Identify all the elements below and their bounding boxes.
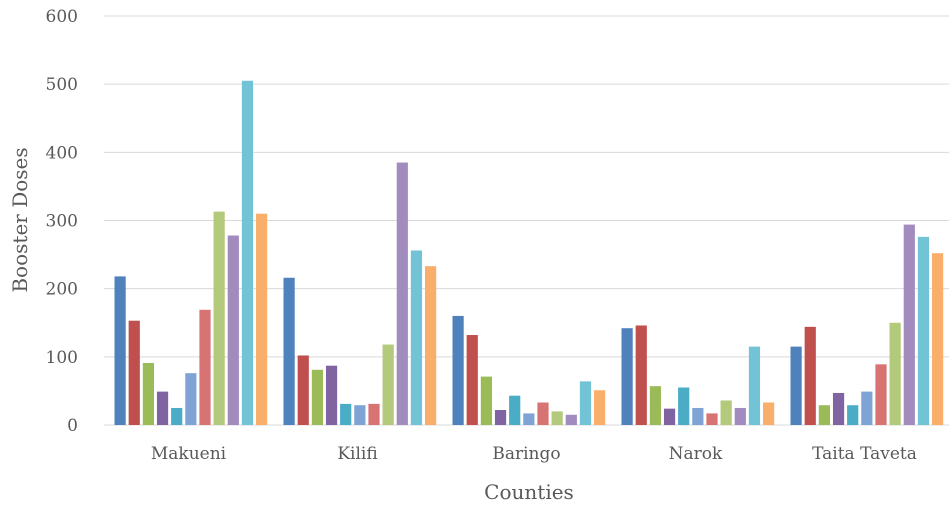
bar	[734, 407, 746, 425]
x-axis-categories: Makueni Kilifi Baringo Narok Taita Taveta	[151, 444, 917, 464]
bar	[354, 405, 366, 425]
y-axis-ticks: 0 100 200 300 400 500 600	[46, 7, 78, 436]
bar	[256, 213, 268, 425]
bar	[494, 410, 507, 425]
bar	[452, 315, 464, 425]
bar	[156, 391, 169, 425]
bar	[466, 335, 478, 425]
bar	[311, 369, 323, 425]
bars	[114, 80, 944, 425]
bar	[171, 407, 183, 425]
bar	[649, 386, 661, 425]
bar	[903, 224, 915, 425]
y-tick-label: 500	[46, 75, 78, 95]
bar	[889, 322, 901, 425]
bar	[551, 411, 563, 425]
bar	[565, 414, 577, 425]
bar	[594, 390, 606, 425]
bar	[932, 253, 944, 425]
y-axis-title: Booster Doses	[8, 147, 32, 292]
bar	[875, 364, 887, 425]
bar	[283, 277, 295, 425]
y-tick-label: 0	[67, 416, 78, 436]
bar	[663, 408, 676, 425]
bar	[748, 346, 761, 425]
bar	[368, 403, 380, 425]
bar	[763, 402, 775, 425]
bar	[579, 381, 592, 425]
y-tick-label: 600	[46, 7, 78, 27]
bar	[804, 326, 816, 425]
bar	[410, 250, 423, 425]
x-axis-title: Counties	[484, 480, 574, 504]
bar	[790, 346, 802, 425]
x-category-label: Taita Taveta	[812, 444, 917, 464]
bar	[537, 402, 549, 425]
bar	[692, 407, 704, 425]
bar	[213, 211, 225, 425]
y-tick-label: 300	[46, 212, 78, 232]
y-tick-label: 100	[46, 348, 78, 368]
bar	[706, 413, 718, 425]
x-category-label: Makueni	[151, 444, 227, 464]
bar	[621, 328, 633, 425]
bar	[678, 387, 690, 425]
x-category-label: Kilifi	[337, 444, 377, 464]
bar	[720, 400, 732, 425]
bar	[142, 362, 154, 425]
bar	[861, 391, 873, 425]
y-tick-label: 400	[46, 143, 78, 163]
bar	[199, 309, 211, 425]
bar	[917, 236, 930, 425]
bar	[523, 413, 535, 425]
bar	[128, 320, 140, 425]
bar	[382, 344, 394, 425]
bar	[114, 276, 126, 425]
bar	[396, 162, 408, 425]
bar	[635, 325, 647, 425]
bar	[425, 266, 437, 425]
bar	[509, 395, 521, 425]
bar	[241, 80, 254, 425]
y-tick-label: 200	[46, 280, 78, 300]
bar	[818, 405, 830, 425]
bar	[832, 392, 845, 425]
bar	[297, 355, 309, 425]
bar	[340, 403, 352, 425]
x-category-label: Baringo	[492, 444, 560, 464]
bar	[480, 376, 492, 425]
x-category-label: Narok	[669, 444, 723, 464]
bar	[847, 405, 859, 425]
bar	[325, 365, 338, 425]
bar	[185, 373, 197, 425]
bar	[227, 235, 239, 425]
